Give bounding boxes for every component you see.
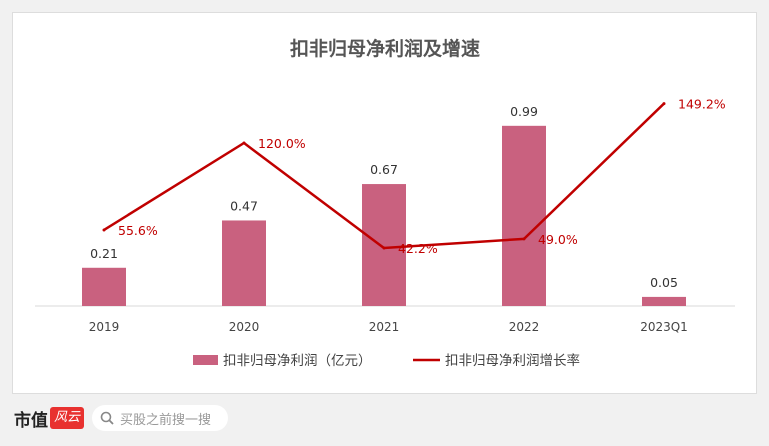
chart-card: 扣非归母净利润及增速 2019 0.21 2020 0.47 2021 0.67 2022 0… [12, 12, 757, 394]
logo-badge: 风云 [50, 407, 85, 429]
line-value-label: 149.2% [678, 97, 726, 112]
line-point [242, 141, 246, 145]
x-tick-label: 2023Q1 [640, 320, 688, 334]
chart-title: 扣非归母净利润及增速 [290, 37, 480, 60]
x-tick-label: 2020 [229, 320, 260, 334]
line-point [522, 237, 526, 241]
x-tick-label: 2022 [509, 320, 540, 334]
bar [502, 125, 546, 306]
line-point [662, 102, 666, 106]
x-tick-label: 2021 [369, 320, 400, 334]
chart: 扣非归母净利润及增速 2019 0.21 2020 0.47 2021 0.67 2022 0… [35, 37, 735, 369]
line-value-label: 120.0% [258, 136, 306, 151]
line-point [382, 246, 386, 250]
legend-line-label: 扣非归母净利润增长率 [445, 352, 580, 369]
bar [642, 296, 686, 306]
bar-value-label: 0.21 [90, 246, 118, 261]
bar-value-label: 0.47 [230, 198, 258, 213]
line-value-label: 49.0% [538, 232, 578, 247]
footer: 市值 风云 买股之前搜一搜 [14, 405, 229, 431]
legend-bar-swatch [193, 355, 218, 365]
bar-value-label: 0.67 [370, 162, 398, 177]
line-value-label: 42.2% [398, 241, 438, 256]
bar [82, 267, 126, 306]
x-tick-label: 2019 [89, 320, 120, 334]
logo: 市值 [14, 410, 48, 431]
line-point [102, 228, 106, 232]
bar [222, 220, 266, 306]
bar [362, 184, 406, 306]
search-placeholder: 买股之前搜一搜 [120, 412, 212, 428]
legend-bar-label: 扣非归母净利润（亿元） [223, 352, 372, 369]
line-value-label: 55.6% [118, 223, 158, 238]
search-input[interactable]: 买股之前搜一搜 [92, 405, 229, 431]
bar-value-label: 0.99 [510, 104, 538, 119]
search-icon [100, 411, 114, 425]
bar-value-label: 0.05 [650, 275, 678, 290]
